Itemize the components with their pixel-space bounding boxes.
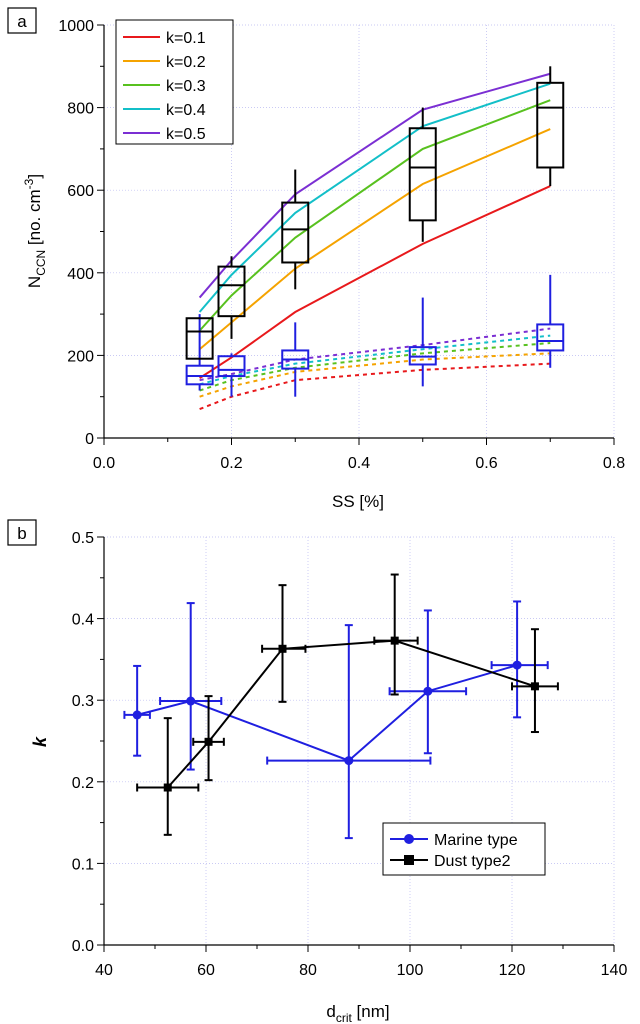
legend-label: k=0.5 (166, 126, 206, 143)
x-tick-label: 0.8 (603, 455, 625, 472)
black-boxplot-box (217, 265, 246, 318)
legend-label: k=0.3 (166, 78, 206, 95)
y-tick-label: 0 (85, 431, 94, 448)
panel-a-legend: k=0.1 k=0.2 k=0.3 k=0.4 k=0.5 (115, 19, 234, 145)
panel-a-dashed-lines (199, 327, 551, 411)
marine-type-point (132, 710, 142, 720)
panel-b-label: b (17, 524, 26, 543)
dust-type2-point (278, 644, 287, 653)
panel-a-y-axis-label: NCCN [no. cm-3] (22, 174, 48, 288)
y-tick-label: 0.5 (72, 530, 94, 547)
series-line-k=0.3 (198, 99, 551, 332)
panel-b-grid (103, 536, 615, 946)
y-label-close: ] (25, 174, 44, 179)
panel-a-boxplots (185, 66, 565, 397)
x-tick-label: 40 (95, 962, 113, 979)
panel-b-legend: Marine type Dust type2 (382, 822, 546, 876)
blue-boxplot-box (536, 323, 565, 352)
panel-b-y-axis-label: k (30, 736, 50, 747)
legend-label: Marine type (434, 832, 518, 849)
marine-type-point (186, 696, 196, 706)
marine-type-line (136, 664, 518, 762)
dust-type2-point (163, 783, 172, 792)
y-tick-label: 0.2 (72, 775, 94, 792)
series-line-k=0.4 (198, 82, 551, 313)
x-label-sub: crit (336, 1011, 353, 1024)
y-tick-label: 800 (67, 101, 94, 118)
panel-b-series (123, 573, 559, 840)
panel-b-x-axis-label: dcrit [nm] (326, 1002, 389, 1024)
panel-a-x-axis-label: SS [%] (332, 492, 384, 511)
x-tick-label: 0.6 (475, 455, 497, 472)
x-tick-label: 100 (397, 962, 424, 979)
blue-boxplot-box (217, 355, 246, 378)
legend-label: k=0.1 (166, 30, 206, 47)
x-tick-label: 80 (299, 962, 317, 979)
x-tick-label: 60 (197, 962, 215, 979)
y-label-sup: -3 (22, 178, 36, 189)
panel-b: b 40 60 80 100 120 140 0.0 0.1 0.2 0.3 0.4 0.5 Mari… (7, 519, 628, 1024)
y-tick-label: 600 (67, 183, 94, 200)
x-label-unit: [nm] (352, 1002, 390, 1021)
x-tick-label: 120 (499, 962, 526, 979)
y-tick-label: 1000 (58, 18, 94, 35)
black-boxplot-box (281, 201, 310, 264)
series-line-k=0.1 (199, 185, 551, 379)
legend-label: Dust type2 (434, 853, 511, 870)
y-tick-label: 200 (67, 348, 94, 365)
legend-marker (404, 855, 414, 865)
dust-type2-point (390, 636, 399, 645)
x-label-main: d (326, 1002, 335, 1021)
series-dashed-k=0.2 (199, 352, 551, 398)
x-tick-label: 0.0 (93, 455, 115, 472)
black-boxplot-box (408, 127, 437, 222)
legend-marker (404, 834, 414, 844)
y-tick-label: 0.0 (72, 938, 94, 955)
panel-a-axes (97, 24, 615, 445)
panel-a-series-lines (198, 72, 551, 379)
panel-b-label-box (7, 519, 37, 546)
legend-label: k=0.4 (166, 102, 206, 119)
panel-b-axes (97, 536, 615, 952)
dust-type2-point (204, 737, 213, 746)
legend-box (115, 19, 234, 145)
y-tick-label: 0.3 (72, 693, 94, 710)
panel-a-tick-labels: 0.0 0.2 0.4 0.6 0.8 0 200 400 600 800 1000 (58, 18, 625, 472)
y-label-unit: [no. cm (25, 189, 44, 249)
series-dashed-k=0.1 (199, 362, 551, 411)
marine-type-point (344, 756, 354, 766)
y-label-sub: CCN (34, 250, 48, 276)
black-boxplot-box (185, 317, 214, 360)
panel-b-tick-labels: 40 60 80 100 120 140 0.0 0.1 0.2 0.3 0.4 0.5 (72, 530, 628, 979)
y-tick-label: 400 (67, 266, 94, 283)
black-boxplot-box (536, 81, 565, 169)
y-tick-label: 0.1 (72, 856, 94, 873)
x-tick-label: 140 (601, 962, 628, 979)
y-tick-label: 0.4 (72, 612, 94, 629)
y-label-main: N (25, 276, 44, 288)
marine-type-point (512, 660, 522, 670)
dust-type2-point (530, 682, 539, 691)
series-dashed-k=0.4 (199, 334, 551, 386)
panel-a-label: a (17, 12, 27, 31)
x-tick-label: 0.4 (348, 455, 370, 472)
panel-a: a 0.0 0.2 0.4 0.6 0.8 0 200 400 600 800 1000 k=0.1… (7, 7, 625, 511)
panel-a-label-box (7, 7, 37, 34)
marine-type-point (423, 686, 433, 696)
legend-label: k=0.2 (166, 54, 206, 71)
blue-boxplot-box (185, 364, 214, 386)
x-tick-label: 0.2 (220, 455, 242, 472)
legend-box (382, 822, 546, 876)
